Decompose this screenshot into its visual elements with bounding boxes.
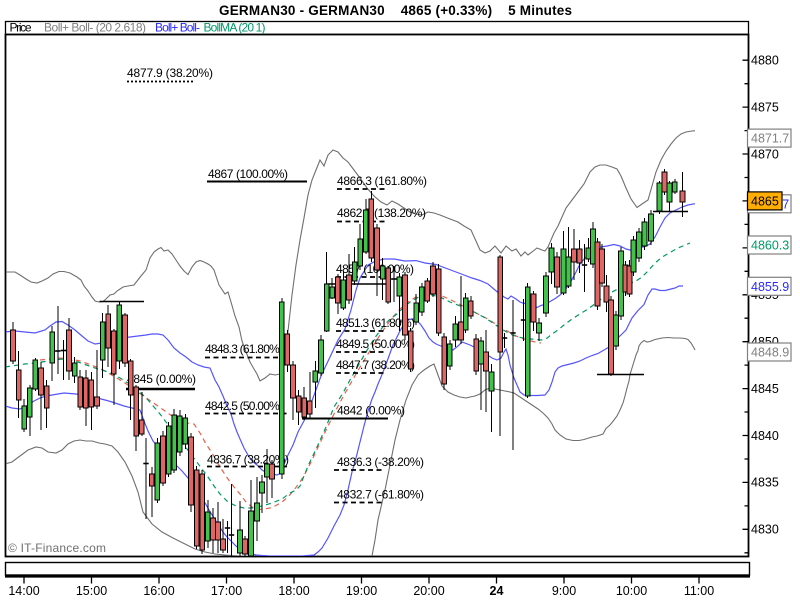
svg-text:4848.9: 4848.9	[751, 346, 789, 360]
svg-text:19:00: 19:00	[346, 584, 377, 598]
svg-text:10:00: 10:00	[616, 584, 647, 598]
svg-text:4860.3: 4860.3	[751, 239, 789, 253]
svg-text:9:00: 9:00	[552, 584, 576, 598]
svg-text:20:00: 20:00	[413, 584, 444, 598]
svg-text:4862.7 (138.20%): 4862.7 (138.20%)	[337, 206, 426, 220]
svg-text:4880: 4880	[751, 54, 779, 68]
svg-text:4849.5 (50.00%): 4849.5 (50.00%)	[336, 337, 415, 351]
svg-text:4840: 4840	[751, 429, 779, 443]
svg-text:4871.7: 4871.7	[751, 132, 789, 146]
svg-text:Price: Price	[10, 21, 32, 35]
svg-text:14:00: 14:00	[8, 584, 39, 598]
svg-text:24: 24	[490, 584, 504, 598]
svg-text:4851.3 (61.80%): 4851.3 (61.80%)	[336, 316, 415, 330]
svg-text:4847.7 (38.20%): 4847.7 (38.20%)	[336, 358, 415, 372]
svg-text:4870: 4870	[751, 147, 779, 161]
svg-text:BollMA (20 1): BollMA (20 1)	[204, 21, 266, 35]
svg-text:18:00: 18:00	[278, 584, 309, 598]
svg-text:4875: 4875	[751, 100, 779, 114]
svg-text:17:00: 17:00	[211, 584, 242, 598]
svg-text:Boll+ Boll-: Boll+ Boll-	[155, 21, 200, 35]
svg-text:4830: 4830	[751, 523, 779, 537]
svg-text:4848.3 (61.80%): 4848.3 (61.80%)	[205, 342, 283, 356]
svg-text:4877.9 (38.20%): 4877.9 (38.20%)	[127, 66, 213, 80]
svg-text:4836.7 (38.20%): 4836.7 (38.20%)	[207, 453, 289, 467]
svg-text:4835: 4835	[751, 476, 779, 490]
svg-text:4832.7 (-61.80%): 4832.7 (-61.80%)	[337, 488, 424, 502]
svg-text:16:00: 16:00	[143, 584, 174, 598]
svg-text:© IT-Finance.com: © IT-Finance.com	[8, 541, 106, 555]
svg-text:4842 (0.00%): 4842 (0.00%)	[337, 404, 405, 418]
svg-text:4865: 4865	[751, 194, 779, 208]
svg-text:Boll+ Boll- (20 2.618): Boll+ Boll- (20 2.618)	[44, 21, 146, 35]
svg-text:4845 (0.00%): 4845 (0.00%)	[127, 372, 196, 386]
svg-text:4845: 4845	[751, 382, 779, 396]
svg-text:4842.5 (50.00%): 4842.5 (50.00%)	[205, 399, 283, 413]
svg-text:GERMAN30 - GERMAN30 4865 (+: GERMAN30 - GERMAN30 4865 (+0.33%) 5 Minu…	[219, 3, 572, 18]
svg-text:4867 (100.00%): 4867 (100.00%)	[208, 167, 288, 181]
svg-text:11:00: 11:00	[684, 584, 714, 598]
svg-text:4866.3 (161.80%): 4866.3 (161.80%)	[337, 174, 427, 188]
svg-text:4836.3 (-38.20%): 4836.3 (-38.20%)	[337, 455, 424, 469]
svg-text:15:00: 15:00	[76, 584, 107, 598]
svg-text:4855.9: 4855.9	[751, 280, 789, 294]
